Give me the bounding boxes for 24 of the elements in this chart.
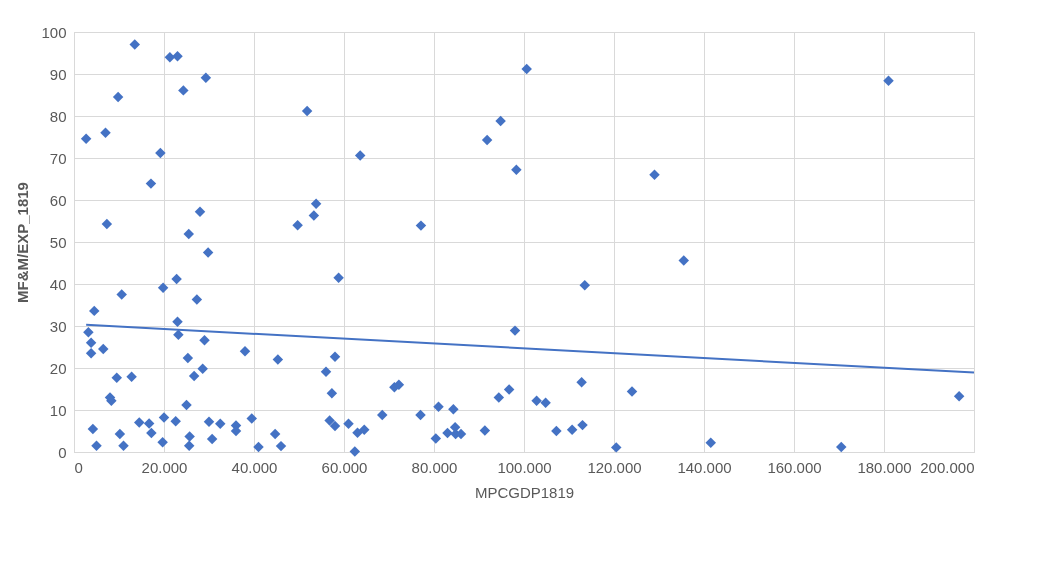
y-tick-label: 0 <box>58 443 67 461</box>
y-tick-label: 80 <box>49 107 67 125</box>
x-tick-label: 80.000 <box>411 458 458 476</box>
x-tick-label: 20.000 <box>141 458 188 476</box>
x-axis-title: MPCGDP1819 <box>474 483 575 501</box>
x-tick-label: 60.000 <box>321 458 368 476</box>
x-tick-label: 140.000 <box>677 458 732 476</box>
x-tick-label: 0 <box>74 458 83 476</box>
y-tick-label: 70 <box>49 149 67 167</box>
x-tick-label: 160.000 <box>767 458 822 476</box>
x-tick-label: 200.000 <box>920 458 975 476</box>
y-tick-label: 90 <box>49 65 67 83</box>
x-tick-label: 40.000 <box>231 458 278 476</box>
x-tick-label: 120.000 <box>587 458 642 476</box>
y-axis-title: MF&M/EXP_1819 <box>14 182 32 303</box>
y-tick-label: 50 <box>49 233 67 251</box>
y-tick-label: 40 <box>49 275 67 293</box>
y-tick-label: 10 <box>49 401 67 419</box>
y-tick-label: 30 <box>49 317 67 335</box>
y-tick-label: 60 <box>49 191 67 209</box>
y-tick-label: 100 <box>41 23 67 41</box>
y-tick-label: 20 <box>49 359 67 377</box>
x-tick-label: 180.000 <box>857 458 912 476</box>
x-tick-label: 100.000 <box>497 458 552 476</box>
